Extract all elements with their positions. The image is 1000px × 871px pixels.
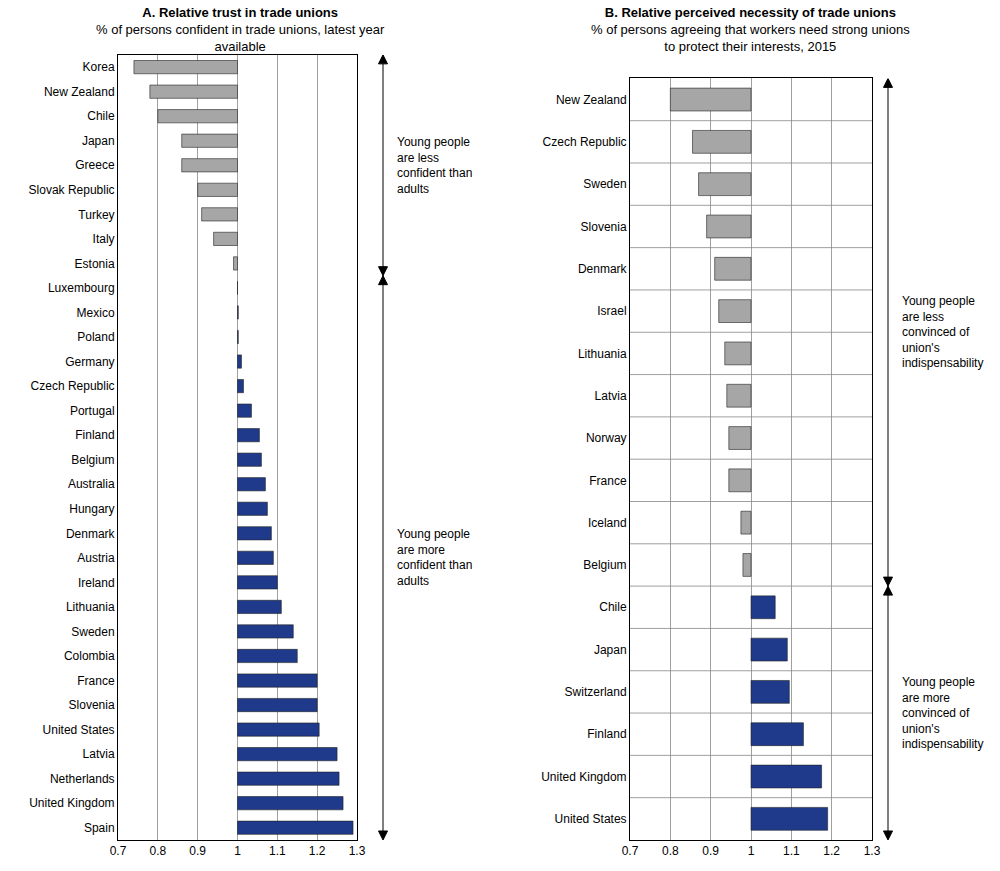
- svg-text:Chile: Chile: [87, 109, 115, 123]
- svg-text:Sweden: Sweden: [71, 625, 114, 639]
- svg-text:Slovak Republic: Slovak Republic: [29, 183, 115, 197]
- svg-text:Korea: Korea: [83, 60, 115, 74]
- svg-text:Lithuania: Lithuania: [66, 600, 115, 614]
- svg-text:Latvia: Latvia: [595, 389, 627, 403]
- svg-text:Switzerland: Switzerland: [565, 685, 627, 699]
- svg-text:Denmark: Denmark: [578, 262, 628, 276]
- svg-text:1.3: 1.3: [349, 844, 366, 858]
- svg-text:Spain: Spain: [84, 821, 115, 835]
- svg-text:0.8: 0.8: [149, 844, 166, 858]
- svg-text:Young peopleare lessconvinced: Young peopleare lessconvinced ofunion'si…: [902, 294, 983, 370]
- svg-text:B. Relative perceived necessit: B. Relative perceived necessity of trade…: [591, 5, 910, 54]
- svg-text:Japan: Japan: [82, 134, 115, 148]
- svg-text:A. Relative trust in trade uni: A. Relative trust in trade unions% of pe…: [96, 5, 385, 54]
- svg-text:Belgium: Belgium: [71, 453, 114, 467]
- svg-text:Norway: Norway: [586, 431, 627, 445]
- svg-text:Ireland: Ireland: [78, 576, 115, 590]
- svg-text:Denmark: Denmark: [66, 527, 116, 541]
- svg-text:Netherlands: Netherlands: [50, 772, 115, 786]
- svg-text:Germany: Germany: [65, 355, 114, 369]
- svg-text:Lithuania: Lithuania: [578, 347, 627, 361]
- svg-text:Greece: Greece: [75, 158, 115, 172]
- svg-text:Portugal: Portugal: [70, 404, 115, 418]
- svg-text:France: France: [77, 674, 115, 688]
- svg-text:Slovenia: Slovenia: [69, 698, 115, 712]
- svg-text:United Kingdom: United Kingdom: [29, 796, 114, 810]
- svg-text:Poland: Poland: [77, 330, 114, 344]
- svg-text:Japan: Japan: [594, 643, 627, 657]
- svg-text:Young peopleare moreconvinced: Young peopleare moreconvinced ofunion'si…: [902, 675, 983, 751]
- svg-text:New Zealand: New Zealand: [556, 93, 627, 107]
- svg-text:0.7: 0.7: [622, 844, 639, 858]
- svg-text:Luxembourg: Luxembourg: [48, 281, 115, 295]
- svg-text:1.1: 1.1: [269, 844, 286, 858]
- svg-text:Young peopleare moreconfident: Young peopleare moreconfident thanadults: [397, 527, 472, 588]
- svg-text:Estonia: Estonia: [75, 257, 115, 271]
- svg-text:Latvia: Latvia: [83, 747, 115, 761]
- svg-text:United States: United States: [555, 812, 627, 826]
- svg-text:Mexico: Mexico: [77, 306, 115, 320]
- svg-text:1.3: 1.3: [864, 844, 881, 858]
- svg-text:United Kingdom: United Kingdom: [541, 770, 626, 784]
- svg-text:Hungary: Hungary: [69, 502, 114, 516]
- svg-text:New Zealand: New Zealand: [44, 85, 115, 99]
- svg-text:1: 1: [748, 844, 755, 858]
- svg-text:Slovenia: Slovenia: [581, 220, 627, 234]
- svg-text:0.7: 0.7: [110, 844, 127, 858]
- svg-text:1: 1: [234, 844, 241, 858]
- svg-text:Turkey: Turkey: [78, 208, 114, 222]
- svg-text:0.9: 0.9: [702, 844, 719, 858]
- svg-text:Colombia: Colombia: [64, 649, 115, 663]
- svg-text:0.9: 0.9: [189, 844, 206, 858]
- svg-text:1.2: 1.2: [309, 844, 326, 858]
- svg-text:Australia: Australia: [68, 477, 115, 491]
- svg-text:Czech Republic: Czech Republic: [31, 379, 115, 393]
- svg-text:Finland: Finland: [75, 428, 114, 442]
- svg-text:United States: United States: [43, 723, 115, 737]
- svg-text:Young peopleare lessconfident: Young peopleare lessconfident thanadults: [397, 135, 472, 196]
- svg-text:Italy: Italy: [93, 232, 115, 246]
- svg-text:France: France: [589, 474, 627, 488]
- svg-text:Chile: Chile: [599, 600, 627, 614]
- svg-text:Finland: Finland: [587, 727, 626, 741]
- svg-text:Belgium: Belgium: [583, 558, 626, 572]
- svg-text:1.1: 1.1: [783, 844, 800, 858]
- svg-text:Austria: Austria: [77, 551, 115, 565]
- svg-text:Sweden: Sweden: [583, 177, 626, 191]
- svg-text:0.8: 0.8: [662, 844, 679, 858]
- svg-text:Czech Republic: Czech Republic: [543, 135, 627, 149]
- svg-text:1.2: 1.2: [823, 844, 840, 858]
- svg-text:Israel: Israel: [597, 304, 626, 318]
- svg-text:Iceland: Iceland: [588, 516, 627, 530]
